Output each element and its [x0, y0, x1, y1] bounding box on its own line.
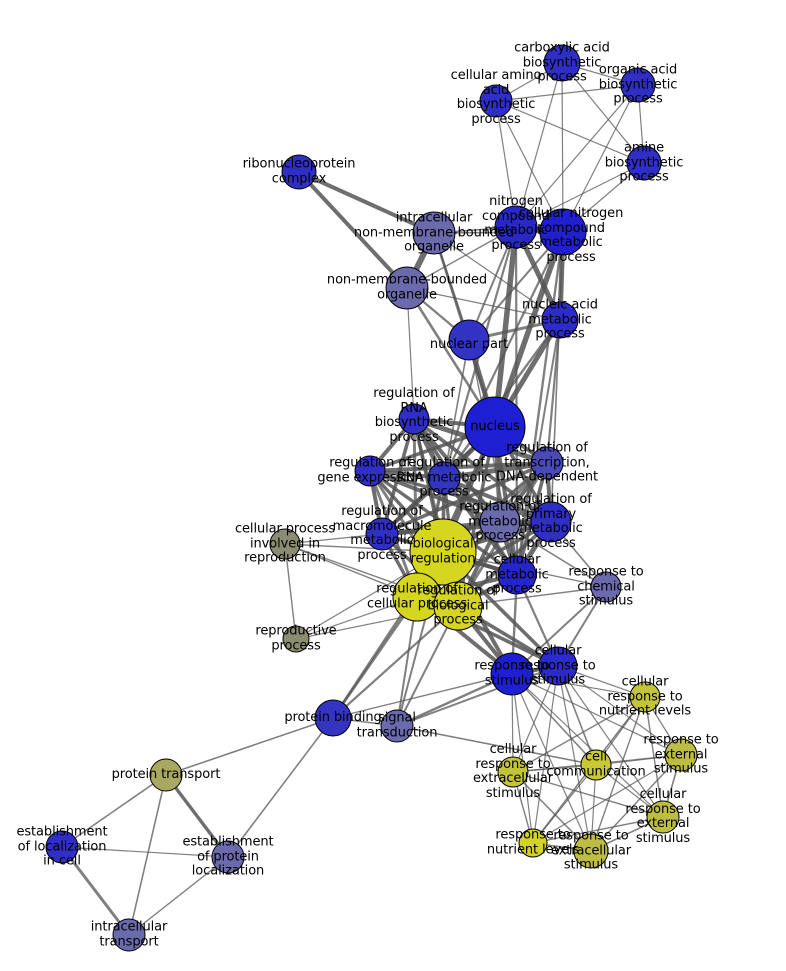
- graph-edge: [61, 774, 167, 848]
- graph-edge: [165, 717, 334, 776]
- graph-node-regulation_of_primary_metabolic_process[interactable]: [530, 501, 572, 543]
- graph-edge: [515, 162, 645, 228]
- graph-node-intracellular_transport[interactable]: [112, 918, 146, 952]
- graph-node-cellular_process_involved_in_reproduction[interactable]: [269, 528, 301, 560]
- graph-node-biological_regulation[interactable]: [409, 518, 477, 586]
- graph-node-regulation_of_gene_expression[interactable]: [354, 455, 386, 487]
- graph-edge: [406, 287, 415, 420]
- graph-node-non_membrane_bounded_organelle[interactable]: [385, 266, 429, 310]
- graph-edge: [433, 232, 561, 321]
- graph-edge: [60, 845, 131, 937]
- graph-node-cellular_response_to_nutrient_levels[interactable]: [629, 681, 661, 713]
- graph-node-nuclear_part[interactable]: [448, 319, 490, 361]
- graph-edge: [284, 543, 297, 640]
- graph-edge: [532, 764, 597, 844]
- graph-edge: [368, 461, 549, 473]
- graph-node-nitrogen_compound_metabolic_process[interactable]: [494, 205, 538, 249]
- graph-edge: [557, 665, 592, 852]
- graph-node-response_to_chemical_stimulus[interactable]: [590, 571, 622, 603]
- graph-edge: [164, 773, 230, 859]
- edges-group: [60, 62, 682, 937]
- graph-node-ribonucleoprotein_complex[interactable]: [281, 154, 317, 190]
- graph-node-regulation_of_biological_process[interactable]: [433, 581, 483, 631]
- graph-node-nucleus[interactable]: [464, 396, 526, 458]
- graph-edge: [512, 771, 592, 852]
- graph-edge: [515, 84, 639, 228]
- graph-node-regulation_of_rna_biosynthetic_process[interactable]: [398, 403, 430, 435]
- graph-node-regulation_of_cellular_process[interactable]: [392, 572, 442, 622]
- graph-edge: [331, 604, 460, 720]
- graph-node-regulation_of_macromolecule_metabolic_process[interactable]: [365, 517, 399, 551]
- graph-node-amine_biosynthetic_process[interactable]: [626, 145, 662, 181]
- graph-edge: [512, 696, 646, 773]
- graph-node-cellular_response_to_extracellular_stimulus[interactable]: [497, 756, 529, 788]
- graph-edge: [443, 339, 470, 479]
- graph-edge: [512, 771, 664, 818]
- graph-edge: [495, 84, 639, 102]
- graph-edge: [644, 696, 664, 818]
- graph-edge: [61, 846, 229, 858]
- graph-edge: [495, 100, 645, 164]
- graph-node-regulation_of_metabolic_process[interactable]: [479, 501, 521, 543]
- graph-edge: [511, 673, 664, 818]
- graph-node-reproductive_process[interactable]: [282, 625, 310, 653]
- graph-node-response_to_external_stimulus[interactable]: [664, 738, 698, 772]
- graph-node-response_to_stimulus[interactable]: [490, 652, 534, 696]
- graph-node-cellular_amino_acid_biosynthetic_process[interactable]: [479, 84, 513, 118]
- graph-edge: [590, 754, 682, 852]
- graph-edge: [368, 469, 553, 524]
- graph-edge: [396, 725, 597, 766]
- graph-edge: [532, 816, 664, 844]
- graph-node-response_to_extracellular_stimulus[interactable]: [573, 833, 609, 869]
- graph-edge: [511, 673, 592, 852]
- graph-edge: [515, 230, 565, 577]
- graph-node-regulation_of_rna_metabolic_process[interactable]: [427, 461, 461, 495]
- graph-node-carboxylic_acid_biosynthetic_process[interactable]: [543, 44, 581, 82]
- graph-edge: [545, 318, 562, 465]
- graph-edge: [511, 673, 534, 844]
- graph-edge: [297, 170, 409, 290]
- graph-edge: [495, 100, 564, 233]
- graph-edge: [561, 62, 564, 233]
- graph-edge: [516, 319, 561, 576]
- graph-node-regulation_of_transcription_dna_dependent[interactable]: [530, 446, 564, 480]
- graph-edge: [515, 62, 563, 228]
- graph-edge: [457, 586, 607, 607]
- graph-edge: [532, 754, 682, 844]
- graph-edge: [561, 62, 645, 164]
- graph-edge: [406, 287, 561, 321]
- graph-edge: [562, 84, 639, 233]
- graph-edge: [557, 665, 682, 756]
- graph-node-intracellular_non_membrane_bounded_organelle[interactable]: [412, 211, 456, 255]
- graph-edge: [492, 224, 519, 430]
- graph-edge: [511, 673, 682, 756]
- graph-node-protein_transport[interactable]: [149, 758, 183, 792]
- graph-edge: [297, 170, 436, 235]
- graph-node-organic_acid_biosynthetic_process[interactable]: [620, 67, 656, 103]
- graph-edge: [128, 774, 167, 936]
- graph-node-cellular_response_to_external_stimulus[interactable]: [646, 800, 680, 834]
- graph-edge: [227, 717, 334, 858]
- graph-edge: [368, 469, 502, 524]
- graph-edge: [332, 673, 513, 719]
- graph-edge: [511, 673, 646, 698]
- graph-node-signal_transduction[interactable]: [380, 709, 414, 743]
- graph-node-cellular_nitrogen_compound_metabolic_process[interactable]: [539, 208, 587, 256]
- graph-node-establishment_of_localization_in_cell[interactable]: [45, 830, 79, 864]
- graph-edge: [468, 231, 564, 341]
- graph-node-regulation_of_cellular_metabolic_process[interactable]: [497, 555, 537, 595]
- graph-node-protein_binding[interactable]: [314, 699, 352, 737]
- graph-node-cell_communication[interactable]: [580, 749, 612, 781]
- graph-node-establishment_of_protein_localization[interactable]: [211, 840, 245, 874]
- graph-node-cellular_response_to_stimulus[interactable]: [538, 646, 578, 686]
- graph-edge: [128, 856, 229, 936]
- nodes-group: [45, 44, 698, 952]
- graph-edge: [499, 521, 607, 588]
- graph-edge: [331, 595, 419, 720]
- graph-node-nucleic_acid_metabolic_process[interactable]: [541, 301, 579, 339]
- graph-edge: [590, 696, 646, 852]
- graph-node-response_to_nutrient_levels[interactable]: [518, 828, 548, 858]
